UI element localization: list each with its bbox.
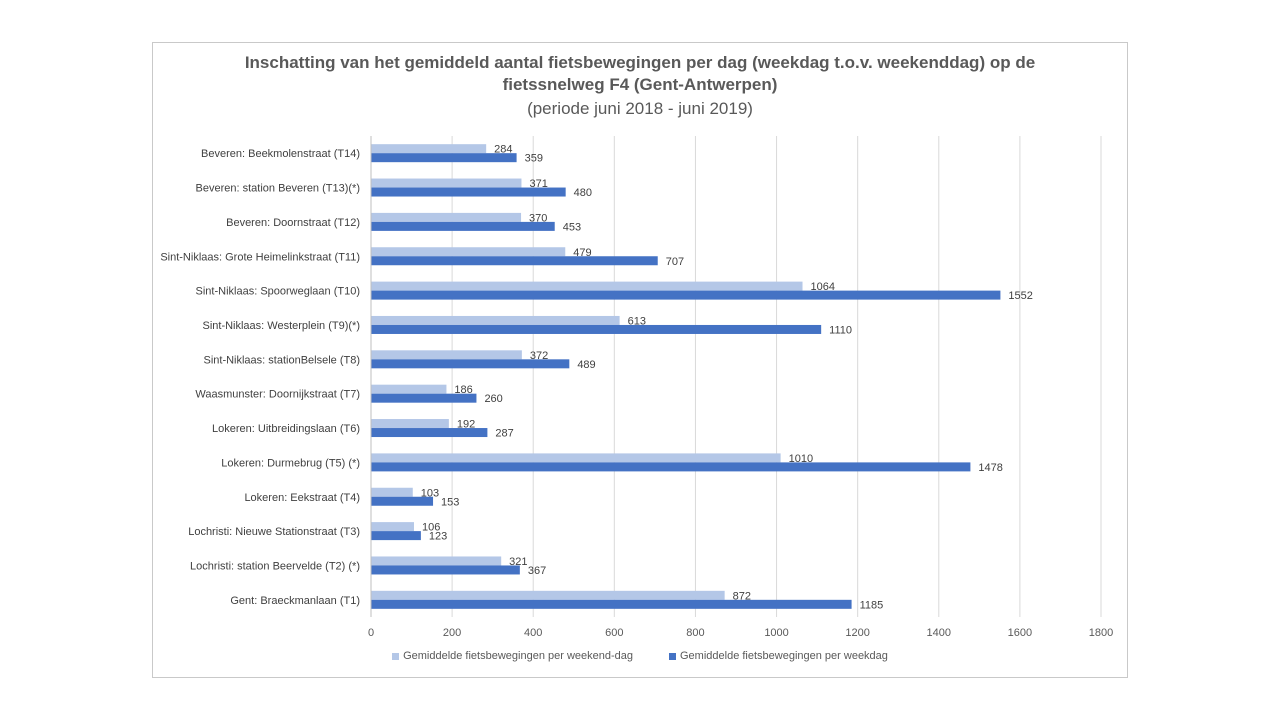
bar-weekend-8 bbox=[371, 419, 449, 429]
data-label-weekend-5: 613 bbox=[628, 315, 646, 327]
data-label-weekend-8: 192 bbox=[457, 419, 475, 431]
bar-weekend-3 bbox=[371, 247, 566, 257]
bar-weekend-5 bbox=[371, 315, 620, 325]
data-label-weekday-3: 707 bbox=[666, 256, 684, 268]
data-label-weekend-3: 479 bbox=[573, 247, 591, 259]
bar-weekday-12 bbox=[371, 565, 520, 575]
chart-title-line-1: Inschatting van het gemiddeld aantal fie… bbox=[244, 53, 1036, 72]
data-label-weekend-7: 186 bbox=[454, 384, 472, 396]
x-tick-label-200: 200 bbox=[443, 627, 461, 639]
legend-label-weekday: Gemiddelde fietsbewegingen per weekdag bbox=[680, 650, 888, 662]
legend-swatch-weekend bbox=[392, 652, 400, 660]
data-label-weekday-5: 1110 bbox=[829, 324, 852, 336]
legend-item-weekend: Gemiddelde fietsbewegingen per weekend-d… bbox=[392, 650, 633, 662]
data-label-weekend-6: 372 bbox=[530, 350, 548, 362]
category-label-13: Gent: Braeckmanlaan (T1) bbox=[230, 595, 360, 607]
bar-weekend-10 bbox=[371, 487, 413, 497]
x-tick-label-1400: 1400 bbox=[927, 627, 951, 639]
category-label-11: Lochristi: Nieuwe Stationstraat (T3) bbox=[188, 526, 360, 538]
chart-title: Inschatting van het gemiddeld aantal fie… bbox=[0, 52, 1280, 96]
category-label-3: Sint-Niklaas: Grote Heimelinkstraat (T11… bbox=[160, 251, 360, 263]
x-tick-label-800: 800 bbox=[686, 627, 704, 639]
data-label-weekday-8: 287 bbox=[495, 428, 513, 440]
data-label-weekend-13: 872 bbox=[733, 590, 751, 602]
bar-weekday-10 bbox=[371, 496, 434, 506]
data-label-weekend-2: 370 bbox=[529, 212, 547, 224]
bar-weekday-3 bbox=[371, 256, 658, 266]
category-label-4: Sint-Niklaas: Spoorweglaan (T10) bbox=[196, 286, 360, 298]
bar-weekend-11 bbox=[371, 522, 414, 532]
category-label-2: Beveren: Doornstraat (T12) bbox=[226, 217, 360, 229]
category-label-7: Waasmunster: Doornijkstraat (T7) bbox=[195, 389, 360, 401]
chart-subtitle: (periode juni 2018 - juni 2019) bbox=[527, 99, 753, 118]
category-label-1: Beveren: station Beveren (T13)(*) bbox=[196, 183, 360, 195]
x-tick-label-1200: 1200 bbox=[845, 627, 869, 639]
data-label-weekend-0: 284 bbox=[494, 144, 512, 156]
bar-weekday-7 bbox=[371, 393, 477, 403]
bar-weekend-6 bbox=[371, 350, 522, 360]
bar-weekend-4 bbox=[371, 281, 803, 291]
x-tick-label-1800: 1800 bbox=[1089, 627, 1113, 639]
data-label-weekday-2: 453 bbox=[563, 221, 581, 233]
bar-weekday-4 bbox=[371, 290, 1001, 300]
x-tick-label-400: 400 bbox=[524, 627, 542, 639]
chart-legend: Gemiddelde fietsbewegingen per weekend-d… bbox=[0, 650, 1280, 662]
chart-title-line-2: fietssnelweg F4 (Gent-Antwerpen) bbox=[502, 75, 778, 94]
category-label-8: Lokeren: Uitbreidingslaan (T6) bbox=[212, 423, 360, 435]
data-label-weekday-4: 1552 bbox=[1008, 290, 1032, 302]
x-tick-label-1600: 1600 bbox=[1008, 627, 1032, 639]
x-tick-label-600: 600 bbox=[605, 627, 623, 639]
data-label-weekday-9: 1478 bbox=[978, 462, 1002, 474]
data-label-weekday-1: 480 bbox=[574, 187, 592, 199]
category-label-10: Lokeren: Eekstraat (T4) bbox=[244, 492, 360, 504]
data-label-weekday-6: 489 bbox=[577, 359, 595, 371]
bar-weekend-9 bbox=[371, 453, 781, 463]
data-label-weekday-11: 123 bbox=[429, 531, 447, 543]
data-label-weekend-4: 1064 bbox=[811, 281, 835, 293]
data-label-weekend-1: 371 bbox=[529, 178, 547, 190]
category-label-5: Sint-Niklaas: Westerplein (T9)(*) bbox=[202, 320, 360, 332]
data-label-weekend-12: 321 bbox=[509, 556, 527, 568]
x-tick-label-1000: 1000 bbox=[764, 627, 788, 639]
category-label-6: Sint-Niklaas: stationBelsele (T8) bbox=[203, 354, 360, 366]
bar-weekday-9 bbox=[371, 462, 971, 472]
data-label-weekend-9: 1010 bbox=[789, 453, 813, 465]
data-label-weekday-0: 359 bbox=[525, 153, 543, 165]
bar-weekend-0 bbox=[371, 144, 487, 154]
bar-weekday-8 bbox=[371, 428, 488, 438]
legend-label-weekend: Gemiddelde fietsbewegingen per weekend-d… bbox=[403, 650, 633, 662]
bar-weekend-7 bbox=[371, 384, 447, 394]
data-label-weekday-12: 367 bbox=[528, 565, 546, 577]
bar-weekday-13 bbox=[371, 599, 852, 609]
x-tick-label-0: 0 bbox=[368, 627, 374, 639]
data-label-weekend-10: 103 bbox=[421, 487, 439, 499]
data-label-weekday-13: 1185 bbox=[860, 599, 884, 611]
bar-weekend-12 bbox=[371, 556, 502, 566]
category-label-0: Beveren: Beekmolenstraat (T14) bbox=[201, 148, 360, 160]
bar-weekend-1 bbox=[371, 178, 522, 188]
legend-item-weekday: Gemiddelde fietsbewegingen per weekdag bbox=[669, 650, 888, 662]
legend-swatch-weekday bbox=[669, 652, 676, 660]
bar-weekend-2 bbox=[371, 212, 522, 222]
bar-weekday-11 bbox=[371, 531, 421, 541]
bar-weekday-1 bbox=[371, 187, 566, 197]
bar-weekday-5 bbox=[371, 324, 822, 334]
data-label-weekday-10: 153 bbox=[441, 496, 459, 508]
bar-weekday-2 bbox=[371, 221, 555, 231]
data-label-weekday-7: 260 bbox=[484, 393, 502, 405]
chart-frame bbox=[152, 42, 1128, 678]
bar-weekend-13 bbox=[371, 590, 725, 600]
category-label-12: Lochristi: station Beervelde (T2) (*) bbox=[190, 560, 360, 572]
data-label-weekend-11: 106 bbox=[422, 522, 440, 534]
bar-weekday-0 bbox=[371, 153, 517, 163]
category-label-9: Lokeren: Durmebrug (T5) (*) bbox=[221, 457, 360, 469]
bar-weekday-6 bbox=[371, 359, 570, 369]
